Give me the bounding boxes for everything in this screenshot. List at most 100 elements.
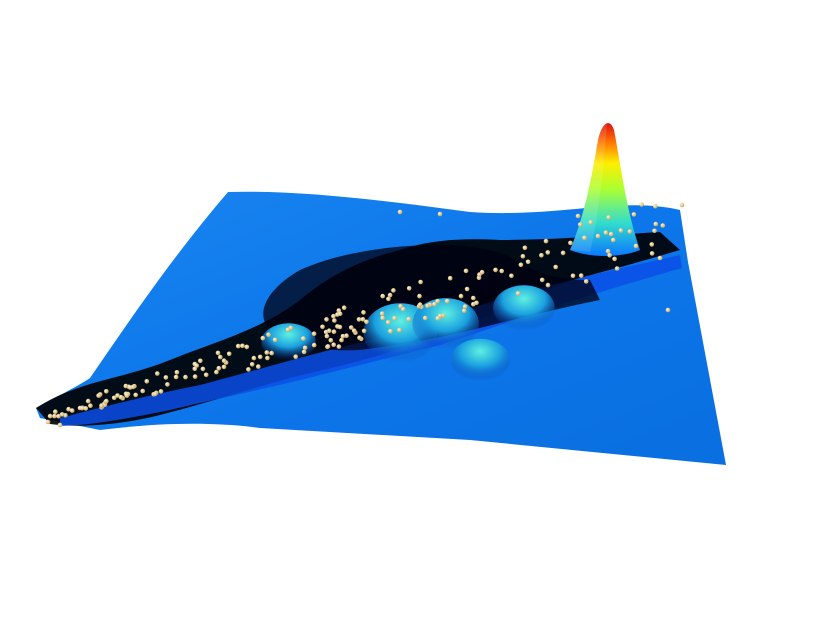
surface-peak — [570, 123, 640, 256]
data-point — [337, 324, 343, 330]
data-point — [520, 253, 526, 259]
data-point — [226, 351, 232, 357]
data-point — [444, 298, 450, 304]
data-point — [437, 211, 443, 217]
data-point — [575, 213, 581, 219]
data-point — [509, 273, 514, 279]
data-point — [493, 267, 498, 273]
data-point — [649, 251, 655, 256]
data-point — [336, 344, 342, 349]
data-point — [244, 344, 250, 350]
data-point — [570, 273, 576, 279]
data-point — [471, 295, 476, 301]
data-point — [611, 237, 616, 243]
data-point — [543, 238, 549, 244]
data-point — [464, 286, 470, 292]
data-point — [331, 329, 337, 335]
data-point — [605, 248, 611, 254]
data-point — [568, 240, 573, 246]
data-point — [595, 233, 601, 239]
data-point — [612, 256, 617, 262]
data-point — [560, 250, 566, 256]
data-point — [665, 307, 671, 313]
data-point — [83, 406, 89, 411]
data-point — [331, 342, 337, 348]
data-point — [633, 243, 639, 249]
data-point — [391, 288, 396, 293]
data-point — [380, 315, 386, 321]
data-point — [649, 242, 655, 247]
data-point — [324, 317, 329, 322]
data-point — [525, 259, 531, 265]
data-point — [115, 393, 120, 398]
data-point — [341, 305, 347, 311]
data-point — [265, 355, 270, 361]
data-point — [173, 374, 179, 380]
data-point — [57, 422, 63, 428]
data-point — [59, 412, 65, 417]
data-point — [302, 345, 308, 351]
data-point — [174, 370, 180, 375]
data-point — [606, 215, 611, 220]
data-point — [301, 349, 307, 355]
data-point — [397, 209, 403, 215]
data-point — [462, 304, 468, 309]
data-point — [618, 228, 624, 233]
data-point — [515, 291, 521, 296]
data-point — [418, 279, 423, 285]
data-point — [257, 354, 263, 360]
data-point — [251, 355, 257, 361]
data-point — [301, 336, 306, 341]
data-point — [144, 379, 150, 384]
data-point — [348, 325, 354, 330]
data-point — [463, 268, 469, 274]
data-point — [614, 266, 620, 271]
data-point — [398, 304, 403, 309]
data-point — [155, 371, 160, 376]
data-point — [603, 230, 609, 235]
data-point — [192, 366, 198, 372]
data-point — [140, 388, 145, 394]
data-point — [392, 315, 397, 321]
data-point — [133, 392, 138, 398]
data-point — [323, 329, 329, 335]
data-point — [627, 229, 633, 234]
data-point — [577, 222, 583, 227]
data-point — [539, 253, 544, 258]
data-point — [216, 365, 222, 371]
data-point — [357, 335, 362, 341]
data-point — [218, 354, 223, 360]
data-point — [293, 354, 299, 360]
data-point — [104, 398, 109, 404]
data-point — [96, 393, 101, 398]
data-point — [679, 202, 685, 208]
data-point — [477, 272, 482, 277]
data-point — [608, 231, 614, 237]
data-point — [221, 358, 227, 364]
data-point — [361, 328, 367, 334]
data-point — [324, 333, 330, 339]
data-point — [553, 264, 558, 270]
data-point — [388, 328, 393, 334]
data-point — [344, 333, 349, 339]
data-point — [539, 277, 545, 283]
data-point — [285, 327, 291, 333]
data-point — [607, 253, 612, 258]
data-point — [158, 389, 164, 394]
data-point — [340, 333, 346, 339]
surface-bump — [493, 285, 555, 331]
data-point — [311, 331, 317, 337]
data-point — [397, 327, 402, 333]
data-point — [240, 343, 245, 349]
data-point — [85, 398, 91, 404]
data-point — [255, 364, 261, 369]
data-point — [385, 320, 391, 325]
data-point — [435, 316, 441, 321]
data-point — [356, 317, 362, 322]
data-point — [425, 303, 430, 309]
data-point — [45, 419, 51, 425]
data-point — [320, 324, 325, 330]
data-point — [435, 298, 440, 304]
